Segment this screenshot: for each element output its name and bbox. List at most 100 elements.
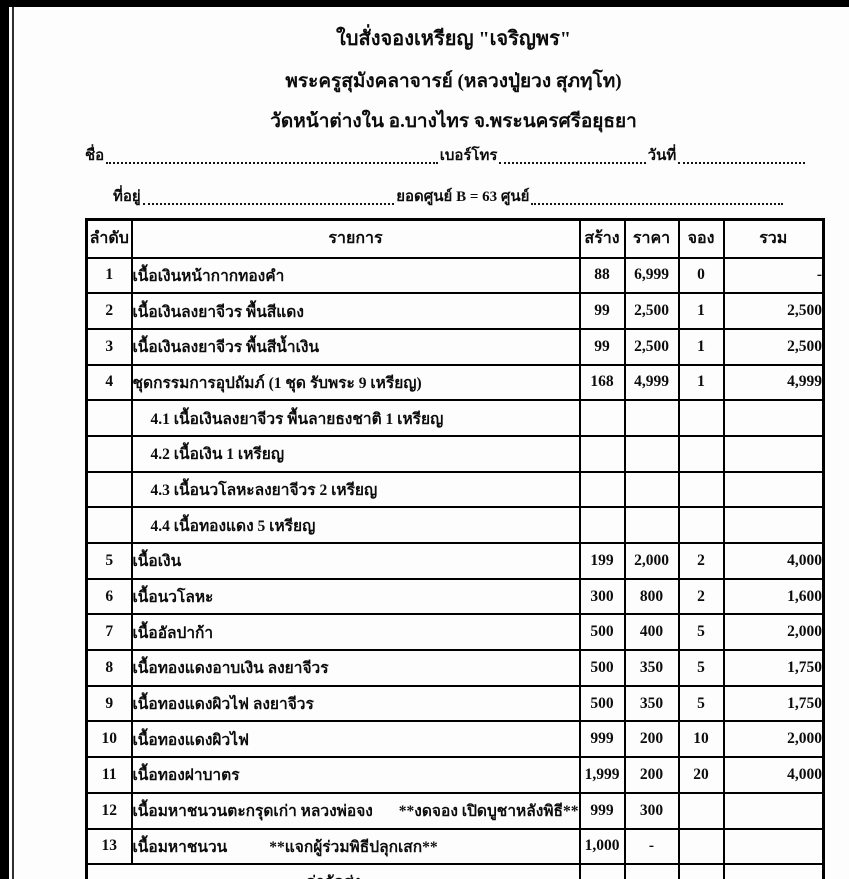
date-fill-line[interactable] (678, 148, 805, 164)
cell-item: เนื้ออัลปาก้า (130, 613, 581, 652)
cell-total: 2,000 (722, 720, 825, 759)
cell-price: 350 (623, 649, 680, 687)
cell-price: 400 (623, 613, 680, 652)
name-fill-line[interactable] (106, 148, 438, 164)
cell-item: เนื้อเงินลงยาจีวร พื้นสีน้ำเงิน (130, 327, 581, 366)
cell-made: 99 (578, 327, 626, 366)
cell-no: 2 (85, 292, 133, 330)
form-subtitle: พระครูสุมังคลาจารย์ (หลวงปู่ยวง สุภทฺโท) (285, 71, 622, 92)
scan-top-edge (0, 0, 849, 7)
table-row: 12 เนื้อมหาชนวนตะกรุดเก่า หลวงพ่อจง **งด… (85, 791, 825, 830)
name-label: ชื่อ (85, 148, 105, 164)
table-row: 6 เนื้อนวโลหะ 300 800 2 1,600 (85, 577, 825, 616)
cell-item: เนื้อมหาชนวน **แจกผู้ร่วมพิธีปลุกเสก** (130, 827, 581, 866)
cell-reserve: 1 (677, 363, 725, 402)
address-line: ที่อยู่ ยอดศูนย์ B = 63 ศูนย์ (113, 186, 785, 208)
cell-made: 999 (578, 720, 626, 759)
cell-made (578, 434, 626, 473)
cell-item: 4.4 เนื้อทองแดง 5 เหรียญ (130, 506, 581, 544)
cell-made: 199 (578, 542, 626, 580)
cell-no: 6 (85, 577, 133, 616)
cell-no (85, 506, 133, 544)
cell-total (722, 791, 825, 830)
cell-no: 13 (85, 827, 133, 866)
header-reserve: จอง (677, 218, 725, 259)
cell-made: 999 (578, 791, 626, 830)
cell-total: 2,500 (722, 327, 825, 366)
cell-total: 4,999 (722, 363, 825, 402)
cell-reserve (677, 506, 725, 544)
cell-item: เนื้อเงินหน้ากากทองคำ (130, 256, 581, 295)
cell-reserve: 2 (677, 542, 725, 580)
cell-item: เนื้อมหาชนวนตะกรุดเก่า หลวงพ่อจง **งดจอง… (130, 791, 581, 830)
address-label: ที่อยู่ (113, 189, 141, 205)
cell-made: 500 (578, 649, 626, 687)
center-total-label: ยอดศูนย์ B = 63 ศูนย์ (396, 189, 530, 205)
table-subrow: 4.3 เนื้อนวโลหะลงยาจีวร 2 เหรียญ (85, 470, 825, 509)
temple-line: วัดหน้าต่างใน อ.บางไทร จ.พระนครศรีอยุธยา (270, 111, 637, 132)
cell-reserve (677, 863, 725, 879)
cell-reserve (677, 399, 725, 437)
table-subrow: 4.1 เนื้อเงินลงยาจีวร พื้นลายธงชาติ 1 เห… (85, 399, 825, 437)
cell-reserve (677, 827, 725, 866)
cell-made (578, 506, 626, 544)
phone-fill-line[interactable] (499, 148, 646, 164)
cell-no: 12 (85, 791, 133, 830)
cell-reserve (677, 470, 725, 509)
cell-price: 2,500 (623, 327, 680, 366)
cell-total: 2,500 (722, 292, 825, 330)
cell-made (578, 863, 626, 879)
cell-price: 300 (623, 791, 680, 830)
cell-no: 4 (85, 363, 133, 402)
cell-reserve (677, 791, 725, 830)
table-row: 2 เนื้อเงินลงยาจีวร พื้นสีแดง 99 2,500 1… (85, 292, 825, 330)
table-row: 11 เนื้อทองฝาบาตร 1,999 200 20 4,000 (85, 756, 825, 794)
header-price: ราคา (623, 218, 680, 259)
cell-reserve: 1 (677, 327, 725, 366)
page-edge-line (12, 7, 14, 879)
cell-item: 4.1 เนื้อเงินลงยาจีวร พื้นลายธงชาติ 1 เห… (130, 399, 581, 437)
cell-item: เนื้อนวโลหะ (130, 577, 581, 616)
cell-total (722, 827, 825, 866)
cell-no: 3 (85, 327, 133, 366)
cell-item: เนื้อทองแดงผิวไฟ (130, 720, 581, 759)
cell-item: 4.3 เนื้อนวโลหะลงยาจีวร 2 เหรียญ (130, 470, 581, 509)
cell-total: 4,000 (722, 756, 825, 794)
cell-item: เนื้อเงิน (130, 542, 581, 580)
cell-no: 10 (85, 720, 133, 759)
cell-no (85, 434, 133, 473)
cell-total: 2,000 (722, 613, 825, 652)
cell-reserve: 5 (677, 613, 725, 652)
scan-left-edge (0, 0, 9, 879)
header-item: รายการ (130, 218, 581, 259)
cell-made: 500 (578, 613, 626, 652)
cell-price: 4,999 (623, 363, 680, 402)
header-total: รวม (722, 218, 825, 259)
table-row: 4 ชุดกรรมการอุปถัมภ์ (1 ชุด รับพระ 9 เหร… (85, 363, 825, 402)
table-header-row: ลำดับ รายการ สร้าง ราคา จอง รวม (85, 218, 825, 259)
cell-reserve (677, 434, 725, 473)
cell-no: 9 (85, 684, 133, 723)
cell-reserve: 1 (677, 292, 725, 330)
cell-reserve: 5 (677, 649, 725, 687)
cell-price: 6,999 (623, 256, 680, 295)
cell-item: 4.2 เนื้อเงิน 1 เหรียญ (130, 434, 581, 473)
address-fill-line[interactable] (142, 189, 395, 205)
cell-item: เนื้อทองฝาบาตร (130, 756, 581, 794)
center-total-fill-line[interactable] (531, 189, 784, 205)
cell-total: 1,600 (722, 577, 825, 616)
cell-price: 800 (623, 577, 680, 616)
cell-item: เนื้อเงินลงยาจีวร พื้นสีแดง (130, 292, 581, 330)
cell-price (623, 863, 680, 879)
cell-no (85, 399, 133, 437)
cell-made: 88 (578, 256, 626, 295)
cell-total: 1,750 (722, 649, 825, 687)
cell-total (722, 863, 825, 879)
order-table: ลำดับ รายการ สร้าง ราคา จอง รวม 1 เนื้อเ… (85, 218, 825, 879)
table-footer-row: ค่าจัดส่ง (85, 863, 825, 879)
table-row: 9 เนื้อทองแดงผิวไฟ ลงยาจีวร 500 350 5 1,… (85, 684, 825, 723)
cell-made: 300 (578, 577, 626, 616)
cell-made (578, 470, 626, 509)
date-label: วันที่ (647, 148, 677, 164)
